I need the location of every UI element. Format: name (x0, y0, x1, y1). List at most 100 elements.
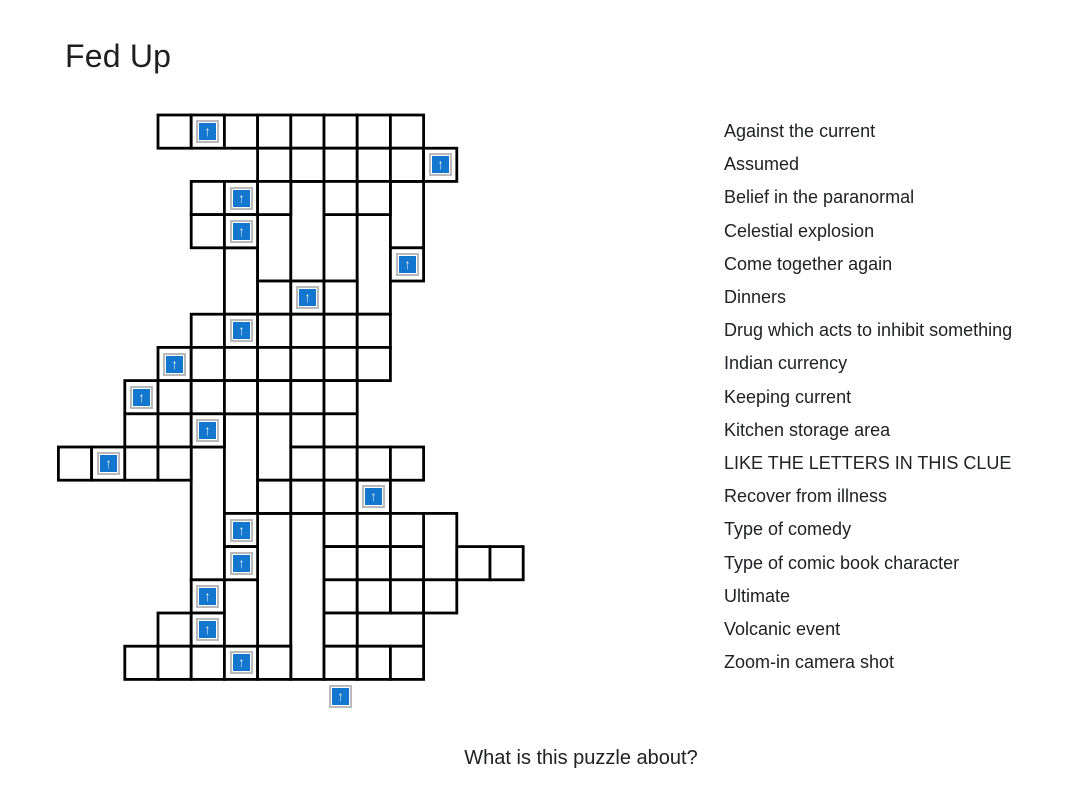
up-arrow-glyph: ↑ (304, 289, 311, 306)
grid-cell[interactable] (388, 113, 425, 150)
answer-corridor[interactable] (422, 512, 459, 582)
clue-item: Zoom-in camera shot (724, 652, 895, 673)
grid-cell[interactable] (156, 445, 193, 482)
up-arrow-icon: ↑ (196, 584, 220, 608)
grid-cell[interactable] (355, 345, 392, 382)
grid-cell[interactable] (123, 445, 160, 482)
grid-cell[interactable] (189, 644, 226, 681)
answer-corridor[interactable] (222, 412, 259, 515)
grid-cell[interactable] (322, 279, 359, 316)
grid-cell[interactable] (222, 379, 259, 416)
grid-cell[interactable] (156, 412, 193, 449)
grid-cell[interactable] (222, 113, 259, 150)
answer-corridor[interactable] (256, 213, 293, 283)
grid-cell[interactable] (256, 312, 293, 349)
grid-cell[interactable] (322, 611, 359, 648)
grid-cell[interactable] (322, 445, 359, 482)
answer-corridor[interactable] (189, 445, 226, 582)
grid-cell[interactable] (156, 379, 193, 416)
grid-cell[interactable] (322, 179, 359, 216)
grid-cell[interactable] (123, 644, 160, 681)
grid-cell[interactable] (322, 478, 359, 515)
grid-cell[interactable] (156, 113, 193, 150)
grid-cell[interactable] (123, 412, 160, 449)
grid-cell[interactable] (156, 611, 193, 648)
grid-cell[interactable] (355, 113, 392, 150)
grid-cell[interactable] (189, 379, 226, 416)
up-arrow-glyph: ↑ (238, 521, 244, 538)
answer-corridor[interactable] (355, 213, 392, 316)
grid-cell[interactable] (322, 545, 359, 582)
grid-cell[interactable] (355, 512, 392, 549)
grid-cell[interactable] (455, 545, 492, 582)
grid-cell[interactable] (222, 345, 259, 382)
grid-cell[interactable] (355, 578, 392, 615)
grid-cell[interactable] (289, 113, 326, 150)
grid-cell[interactable] (388, 146, 425, 183)
answer-corridor[interactable] (388, 179, 425, 250)
answer-corridor[interactable] (322, 213, 359, 283)
grid-cell[interactable] (256, 478, 293, 515)
grid-cell[interactable] (289, 312, 326, 349)
grid-cell[interactable] (189, 179, 226, 216)
grid-cell[interactable] (256, 113, 293, 150)
grid-cell[interactable] (256, 279, 293, 316)
grid-cell[interactable] (289, 412, 326, 449)
grid-cell[interactable] (189, 312, 226, 349)
grid-cell[interactable] (355, 445, 392, 482)
up-arrow-icon: ↑ (229, 551, 253, 575)
grid-cell[interactable] (256, 644, 293, 681)
grid-cell[interactable] (322, 379, 359, 416)
grid-cell[interactable] (289, 345, 326, 382)
grid-cell[interactable] (57, 445, 94, 482)
clue-item: Assumed (724, 154, 800, 175)
grid-cell[interactable] (322, 512, 359, 549)
grid-cell[interactable] (388, 578, 425, 615)
clue-item: Volcanic event (724, 619, 841, 640)
clue-item: Recover from illness (724, 486, 888, 507)
up-arrow-glyph: ↑ (205, 587, 211, 604)
grid-cell[interactable] (156, 644, 193, 681)
clue-item: Keeping current (724, 386, 852, 407)
grid-cell[interactable] (322, 146, 359, 183)
grid-cell[interactable] (322, 345, 359, 382)
grid-cell[interactable] (322, 644, 359, 681)
grid-cell[interactable] (256, 179, 293, 216)
grid-cell[interactable] (322, 113, 359, 150)
grid-cell[interactable] (322, 312, 359, 349)
answer-corridor[interactable] (222, 246, 259, 316)
up-arrow-glyph: ↑ (371, 488, 377, 505)
grid-cell[interactable] (289, 379, 326, 416)
puzzle-question: What is this puzzle about? (464, 747, 698, 769)
grid-cell[interactable] (388, 512, 425, 549)
grid-cell[interactable] (256, 345, 293, 382)
clue-item: Celestial explosion (724, 220, 875, 241)
grid-cell[interactable] (289, 146, 326, 183)
grid-cell[interactable] (256, 379, 293, 416)
grid-cell[interactable] (322, 578, 359, 615)
answer-corridor[interactable] (289, 179, 326, 283)
answer-corridor[interactable] (289, 512, 326, 681)
grid-cell[interactable] (355, 179, 392, 216)
grid-cell[interactable] (189, 213, 226, 250)
grid-cell[interactable] (355, 644, 392, 681)
grid-cell[interactable] (289, 478, 326, 515)
grid-cell[interactable] (289, 445, 326, 482)
clue-item: Dinners (724, 287, 787, 308)
grid-cell[interactable] (422, 578, 459, 615)
grid-cell[interactable] (488, 545, 525, 582)
grid-cell[interactable] (322, 412, 359, 449)
answer-corridor[interactable] (355, 611, 426, 648)
grid-cell[interactable] (388, 445, 425, 482)
grid-cell[interactable] (256, 146, 293, 183)
grid-cell[interactable] (189, 345, 226, 382)
grid-cell[interactable] (388, 545, 425, 582)
grid-cell[interactable] (388, 644, 425, 681)
answer-corridor[interactable] (256, 412, 293, 482)
grid-cell[interactable] (355, 312, 392, 349)
answer-corridor[interactable] (256, 512, 293, 648)
grid-cell[interactable] (355, 146, 392, 183)
up-arrow-glyph: ↑ (205, 123, 211, 140)
up-arrow-icon: ↑ (329, 684, 353, 708)
grid-cell[interactable] (355, 545, 392, 582)
